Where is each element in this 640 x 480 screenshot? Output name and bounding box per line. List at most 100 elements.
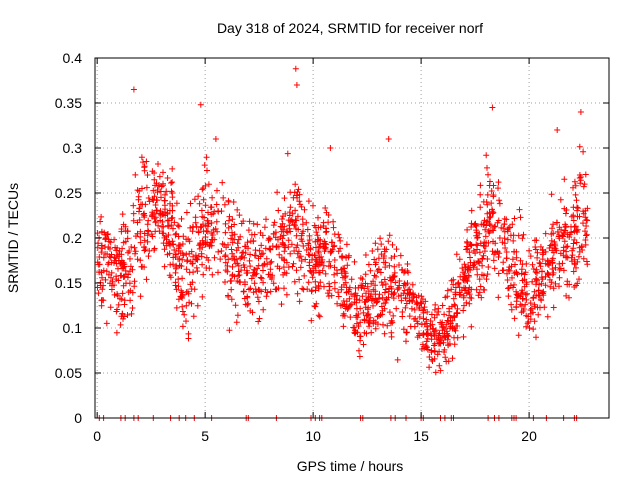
data-point: [517, 214, 524, 221]
data-point: [253, 270, 260, 277]
data-point: [472, 222, 479, 229]
data-point: [322, 225, 329, 232]
data-point: [263, 293, 270, 300]
data-point: [515, 292, 522, 299]
data-point: [240, 249, 247, 256]
data-point: [290, 260, 297, 267]
data-point: [105, 236, 112, 243]
data-point: [574, 207, 581, 214]
data-point: [305, 279, 312, 286]
data-point: [222, 220, 229, 227]
data-point: [454, 334, 461, 341]
data-point: [367, 267, 374, 274]
data-point: [239, 250, 246, 256]
data-point: [272, 229, 279, 236]
data-point: [140, 211, 147, 218]
data-point: [566, 234, 573, 240]
data-point: [368, 297, 375, 304]
y-axis-label: SRMTID / TECUs: [5, 183, 21, 293]
data-point: [351, 258, 358, 265]
data-point: [296, 254, 303, 261]
data-point: [212, 136, 219, 142]
data-point: [485, 171, 491, 178]
x-tick-label: 5: [201, 428, 209, 444]
data-point: [424, 309, 431, 315]
data-point: [431, 314, 438, 321]
data-point: [374, 268, 381, 274]
data-point: [535, 292, 542, 299]
y-tick-label: 0.25: [55, 185, 82, 201]
data-point: [472, 250, 479, 257]
data-point: [228, 223, 235, 230]
data-point: [292, 65, 299, 72]
data-point: [326, 280, 333, 287]
data-point: [440, 339, 447, 346]
data-point: [103, 268, 110, 275]
data-point: [331, 271, 338, 278]
data-point: [229, 216, 236, 223]
data-point: [285, 237, 292, 244]
data-point: [438, 321, 445, 328]
data-point: [539, 256, 546, 263]
data-point: [134, 219, 141, 226]
data-point: [309, 274, 316, 281]
data-point: [490, 192, 497, 198]
data-point: [488, 188, 495, 194]
data-point: [382, 281, 389, 288]
data-point: [196, 200, 203, 207]
data-point: [416, 332, 423, 339]
data-point: [398, 292, 405, 299]
data-point: [130, 202, 137, 209]
data-point: [319, 256, 326, 263]
data-point: [531, 318, 538, 325]
data-point: [94, 230, 101, 237]
data-point: [299, 238, 306, 245]
data-point: [247, 251, 254, 258]
data-point: [359, 293, 366, 300]
data-point: [401, 287, 408, 294]
data-point: [151, 170, 158, 176]
data-point: [547, 283, 554, 290]
data-point: [537, 296, 544, 303]
data-point: [312, 238, 319, 245]
data-point: [505, 225, 512, 231]
data-point: [307, 246, 314, 253]
data-point: [362, 304, 369, 311]
data-point: [400, 326, 407, 333]
data-point: [196, 242, 203, 249]
data-point: [168, 180, 174, 186]
data-point: [529, 261, 536, 268]
data-point: [570, 204, 577, 211]
data-point: [490, 257, 497, 264]
data-point: [119, 310, 126, 317]
data-point: [143, 184, 150, 191]
data-point: [315, 282, 322, 289]
data-point: [484, 164, 490, 171]
data-point: [298, 258, 305, 264]
data-point: [155, 161, 161, 167]
data-point: [103, 235, 109, 241]
data-point: [228, 296, 235, 303]
data-point: [550, 304, 557, 311]
data-point: [317, 224, 324, 231]
data-point: [285, 264, 292, 271]
data-point: [347, 302, 354, 309]
data-point: [283, 259, 290, 266]
data-point: [108, 259, 115, 266]
data-point: [477, 204, 484, 211]
data-point: [124, 274, 131, 281]
data-point: [314, 232, 321, 239]
data-point: [577, 109, 584, 115]
data-point: [183, 236, 190, 243]
data-point: [172, 251, 179, 258]
data-point: [301, 272, 308, 279]
data-point: [549, 225, 555, 232]
data-point: [166, 239, 173, 245]
data-point: [379, 294, 386, 301]
data-point: [151, 210, 158, 217]
data-point: [373, 259, 379, 266]
data-point: [394, 356, 401, 363]
data-point: [245, 227, 252, 234]
data-point: [375, 313, 382, 319]
data-point: [468, 323, 475, 330]
